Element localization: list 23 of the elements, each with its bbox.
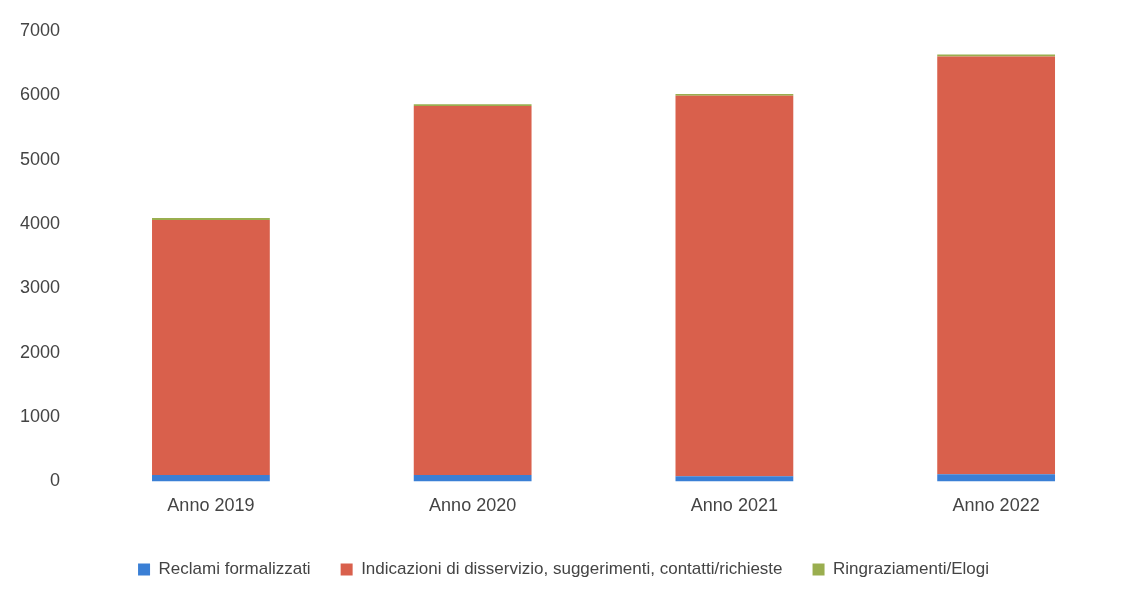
legend-label: Ringraziamenti/Elogi — [833, 559, 989, 579]
legend-label: Reclami formalizzati — [158, 559, 311, 579]
bar — [937, 474, 1056, 482]
bar — [413, 106, 532, 475]
bar — [675, 476, 794, 482]
y-tick-label: 0 — [50, 470, 61, 491]
y-tick-label: 4000 — [20, 212, 61, 233]
bar — [937, 56, 1056, 475]
x-tick-label: Anno 2019 — [167, 495, 255, 516]
bar — [413, 474, 532, 482]
y-tick-label: 2000 — [20, 341, 61, 362]
x-tick-label: Anno 2021 — [690, 495, 778, 516]
y-tick-label: 1000 — [20, 406, 61, 426]
x-tick-label: Anno 2020 — [429, 495, 517, 516]
bar — [152, 474, 270, 482]
bar — [152, 220, 270, 475]
bar — [675, 95, 794, 477]
y-tick-label: 6000 — [20, 84, 61, 105]
y-tick-label: 3000 — [20, 277, 61, 298]
y-tick-label: 7000 — [20, 19, 61, 40]
y-tick-label: 5000 — [20, 148, 61, 169]
x-tick-label: Anno 2022 — [952, 495, 1040, 516]
legend-label: Indicazioni di disservizio, suggerimenti, contatti/richieste — [361, 559, 783, 579]
